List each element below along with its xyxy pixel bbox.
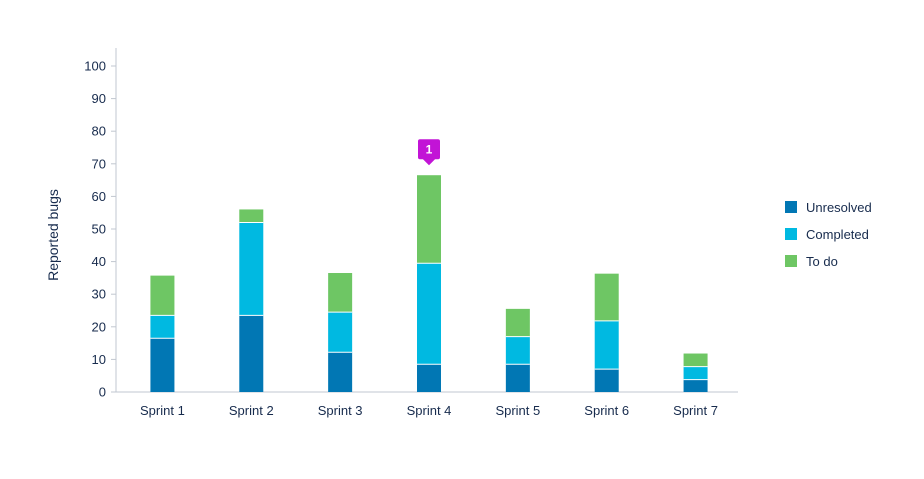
y-tick-label: 0 [99,385,106,400]
x-tick-label: Sprint 5 [495,403,540,418]
y-tick-label: 20 [92,319,106,334]
bar-segment[interactable] [505,336,530,365]
bar-segment[interactable] [239,209,264,223]
bar-segment[interactable] [239,222,264,316]
y-tick-label: 80 [92,124,106,139]
legend: Unresolved Completed To do [785,200,872,269]
bar-segment[interactable] [150,275,175,316]
y-tick-label: 90 [92,91,106,106]
y-tick-label: 30 [92,287,106,302]
y-tick-label: 100 [84,59,106,74]
x-tick-label: Sprint 1 [140,403,185,418]
bar-segment[interactable] [150,315,175,339]
legend-swatch [785,255,797,267]
bar-segment[interactable] [328,352,353,392]
bar-segment[interactable] [328,273,353,313]
annotation-badge [418,139,440,166]
legend-item[interactable]: Completed [785,227,869,242]
bars-group [150,175,708,392]
bar-segment[interactable] [683,366,708,380]
legend-label: Unresolved [806,200,872,215]
y-axis-title: Reported bugs [45,189,61,281]
bar-segment[interactable] [594,273,619,321]
y-tick-label: 50 [92,222,106,237]
bar-segment[interactable] [328,312,353,353]
bar-segment[interactable] [239,315,264,392]
bar-segment[interactable] [683,353,708,367]
annotation-label: 1 [426,143,433,157]
y-axis: 0 10 20 30 40 50 60 70 80 90 100 [84,48,117,400]
y-tick-label: 10 [92,352,106,367]
x-tick-label: Sprint 2 [229,403,274,418]
bar-segment[interactable] [505,308,530,337]
y-tick-label: 70 [92,156,106,171]
x-tick-label: Sprint 3 [318,403,363,418]
bar-segment[interactable] [417,175,441,264]
x-tick-label: Sprint 4 [407,403,452,418]
legend-swatch [785,228,797,240]
bar-segment[interactable] [150,338,175,392]
annotation-marker[interactable]: 1 [418,139,440,166]
bar-segment[interactable] [594,369,619,392]
legend-item[interactable]: To do [785,254,838,269]
bar-segment[interactable] [505,364,530,392]
legend-label: Completed [806,227,869,242]
bar-segment[interactable] [417,263,441,365]
bar-segment[interactable] [594,320,619,370]
legend-swatch [785,201,797,213]
y-tick-label: 60 [92,189,106,204]
x-tick-label: Sprint 6 [584,403,629,418]
y-tick-label: 40 [92,254,106,269]
annotations-group: 1 [418,139,440,166]
x-tick-label: Sprint 7 [673,403,718,418]
legend-label: To do [806,254,838,269]
legend-item[interactable]: Unresolved [785,200,872,215]
x-axis: Sprint 1 Sprint 2 Sprint 3 Sprint 4 Sprint 5… [116,391,738,418]
bar-segment[interactable] [417,364,441,392]
bar-segment[interactable] [683,379,708,392]
